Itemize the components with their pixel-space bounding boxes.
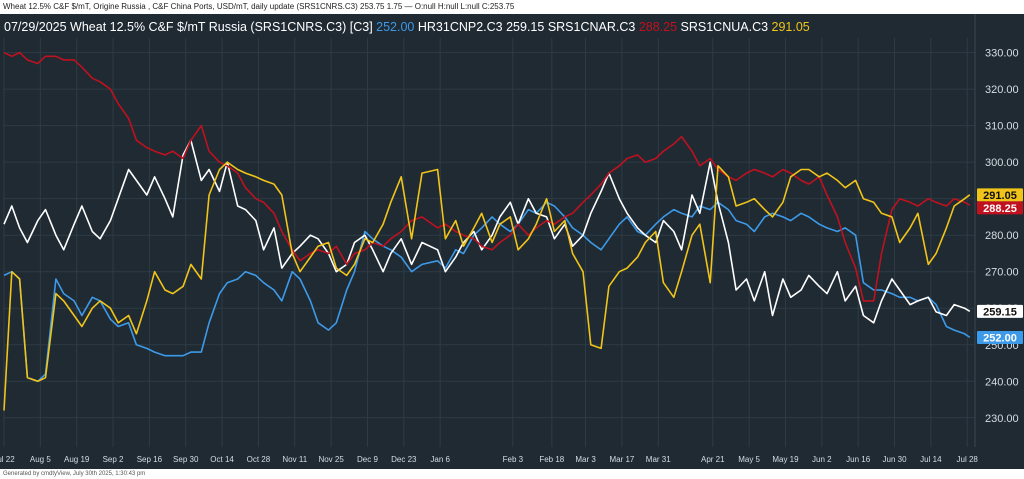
x-tick-label: Feb 18 xyxy=(539,455,564,464)
last-value-tag: 252.00 xyxy=(977,330,1023,344)
last-value-tag-text: 252.00 xyxy=(983,332,1017,344)
x-tick-label: Jul 22 xyxy=(0,455,15,464)
x-tick-label: Nov 11 xyxy=(282,455,307,464)
chart-title-part: 291.05 xyxy=(772,20,810,34)
chart-title: 07/29/2025 Wheat 12.5% C&F $/mT Russia (… xyxy=(4,20,810,34)
y-tick-label: 320.00 xyxy=(985,84,1019,96)
plot-background xyxy=(0,14,1024,469)
x-tick-label: Feb 3 xyxy=(503,455,524,464)
y-tick-label: 230.00 xyxy=(985,413,1019,425)
x-tick-label: Mar 3 xyxy=(575,455,596,464)
last-value-tag-text: 288.25 xyxy=(983,203,1017,215)
chart-area[interactable]: 230.00240.00250.00260.00270.00280.00290.… xyxy=(0,14,1024,469)
last-value-tag: 288.25 xyxy=(977,201,1023,215)
chart-title-part: HR31CNP2.C3 259.15 xyxy=(418,20,548,34)
series-line-srs1cnrs-c3 xyxy=(3,201,971,383)
x-tick-label: Jul 14 xyxy=(920,455,942,464)
x-tick-label: Sep 30 xyxy=(173,455,199,464)
x-tick-label: Nov 25 xyxy=(318,455,344,464)
x-tick-label: Jul 28 xyxy=(957,455,979,464)
x-tick-label: Aug 19 xyxy=(64,455,90,464)
last-value-tag-bg xyxy=(977,201,1023,215)
last-value-tag-text: 259.15 xyxy=(983,306,1017,318)
last-value-tag-bg xyxy=(977,330,1023,344)
x-tick-label: May 19 xyxy=(772,455,799,464)
x-tick-label: Dec 9 xyxy=(357,455,378,464)
chart-info-text: Wheat 12.5% C&F $/mT, Origine Russia , C… xyxy=(3,2,515,11)
x-tick-label: Oct 28 xyxy=(247,455,271,464)
x-axis: Jul 22 Aug 5 Aug 19 Sep 2 Sep 16 Sep 30 Oct 14… xyxy=(0,455,978,464)
x-tick-label: Jun 30 xyxy=(883,455,908,464)
chart-title-part: 252.00 xyxy=(376,20,418,34)
price-chart[interactable]: 230.00240.00250.00260.00270.00280.00290.… xyxy=(0,14,1024,469)
chart-title-part: SRS1CNAR.C3 xyxy=(548,20,639,34)
footer: Generated by cmdtyView, July 30th 2025, … xyxy=(0,469,1024,479)
x-tick-label: Mar 17 xyxy=(609,455,634,464)
chart-title-part: SRS1CNUA.C3 xyxy=(681,20,772,34)
last-value-tag: 259.15 xyxy=(977,304,1023,318)
chart-title-part: 288.25 xyxy=(639,20,681,34)
chart-info-bar: Wheat 12.5% C&F $/mT, Origine Russia , C… xyxy=(0,0,1024,14)
x-tick-label: Jun 16 xyxy=(846,455,871,464)
y-tick-label: 280.00 xyxy=(985,230,1019,242)
x-tick-label: Oct 14 xyxy=(210,455,234,464)
x-tick-label: Apr 21 xyxy=(701,455,725,464)
x-tick-label: Aug 5 xyxy=(30,455,51,464)
x-tick-label: Mar 31 xyxy=(646,455,671,464)
x-tick-label: Dec 23 xyxy=(391,455,417,464)
series-line-srs1cnar-c3 xyxy=(3,51,971,302)
footer-text: Generated by cmdtyView, July 30th 2025, … xyxy=(3,471,146,477)
y-tick-label: 300.00 xyxy=(985,157,1019,169)
grid-lines xyxy=(3,38,975,447)
series-line-srs1cnua-c3 xyxy=(3,161,971,411)
y-tick-label: 270.00 xyxy=(985,267,1019,279)
last-value-tag: 291.05 xyxy=(977,188,1023,202)
x-tick-label: Jan 6 xyxy=(430,455,450,464)
x-tick-label: May 5 xyxy=(738,455,760,464)
last-value-tag-text: 291.05 xyxy=(983,190,1017,202)
chart-title-part: 07/29/2025 Wheat 12.5% C&F $/mT Russia (… xyxy=(4,20,376,34)
y-tick-label: 330.00 xyxy=(985,48,1019,60)
series-line-hr31cnp2-c3 xyxy=(3,139,971,324)
y-tick-label: 240.00 xyxy=(985,376,1019,388)
series-lines xyxy=(3,51,971,411)
y-tick-label: 310.00 xyxy=(985,121,1019,133)
last-value-tag-bg xyxy=(977,304,1023,318)
x-tick-label: Sep 2 xyxy=(103,455,124,464)
x-tick-label: Sep 16 xyxy=(137,455,163,464)
last-value-tag-bg xyxy=(977,188,1023,202)
x-tick-label: Jun 2 xyxy=(812,455,832,464)
